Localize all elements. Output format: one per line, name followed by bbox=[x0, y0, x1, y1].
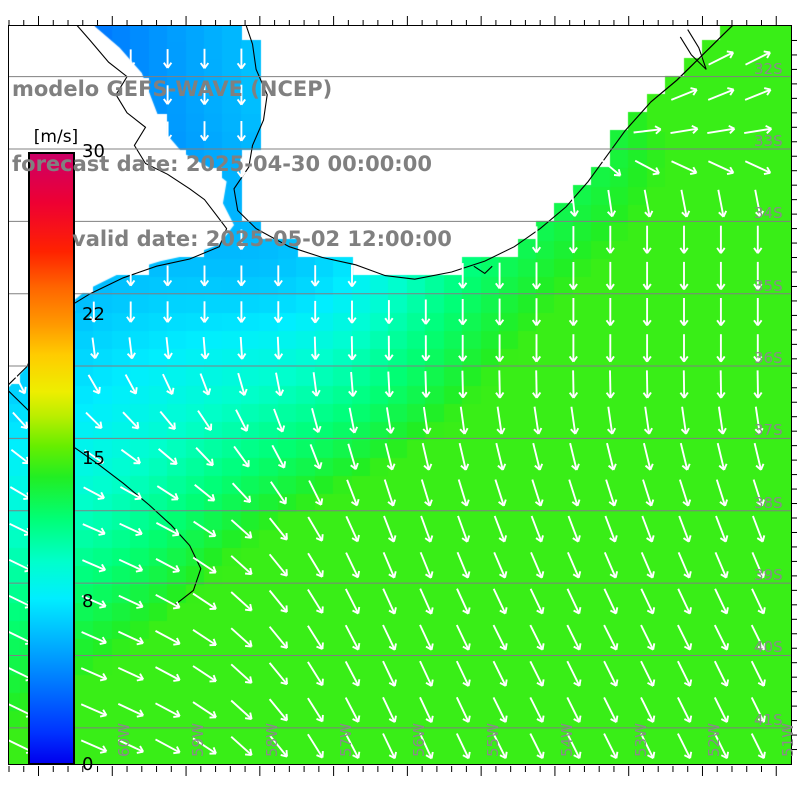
latitude-label: 40S bbox=[754, 638, 783, 657]
longitude-label: 53W bbox=[631, 723, 650, 757]
longitude-label: 56W bbox=[410, 723, 429, 757]
longitude-label: 51W bbox=[779, 723, 798, 757]
top-axis-ticks bbox=[8, 16, 777, 26]
longitude-label: 52W bbox=[705, 723, 724, 757]
latitude-label: 33S bbox=[754, 132, 783, 150]
latitude-label: 38S bbox=[754, 493, 783, 512]
longitude-label: 55W bbox=[484, 723, 503, 757]
latitude-label: 36S bbox=[754, 349, 783, 368]
longitude-label: 54W bbox=[557, 723, 576, 757]
right-axis-ticks bbox=[792, 39, 797, 751]
longitude-label: 58W bbox=[262, 723, 281, 757]
latitude-label: 34S bbox=[754, 204, 783, 223]
map-plot-area[interactable] bbox=[8, 25, 792, 765]
bottom-axis-ticks bbox=[8, 766, 777, 776]
longitude-label: 57W bbox=[336, 723, 355, 757]
model-title: modelo GEFS-WAVE (NCEP) bbox=[12, 77, 333, 101]
colorbar-tick-label: 22 bbox=[82, 304, 105, 326]
longitude-label: 59W bbox=[189, 723, 208, 757]
colorbar-tick-label: 15 bbox=[82, 447, 105, 469]
colorbar-tick-label: 8 bbox=[82, 590, 94, 612]
longitude-label: 60W bbox=[115, 723, 134, 757]
colorbar-tick-label: 0 bbox=[82, 754, 94, 775]
latitude-label: 39S bbox=[754, 566, 783, 585]
latitude-label: 37S bbox=[754, 421, 783, 440]
forecast-date: forecast date: 2025-04-30 00:00:00 bbox=[12, 152, 432, 176]
valid-date: valid date: 2025-05-02 12:00:00 bbox=[72, 227, 452, 251]
latitude-label: 32S bbox=[754, 59, 783, 78]
latitude-label: 35S bbox=[754, 276, 783, 295]
figure-title-block: modelo GEFS-WAVE (NCEP) forecast date: 2… bbox=[10, 27, 530, 302]
